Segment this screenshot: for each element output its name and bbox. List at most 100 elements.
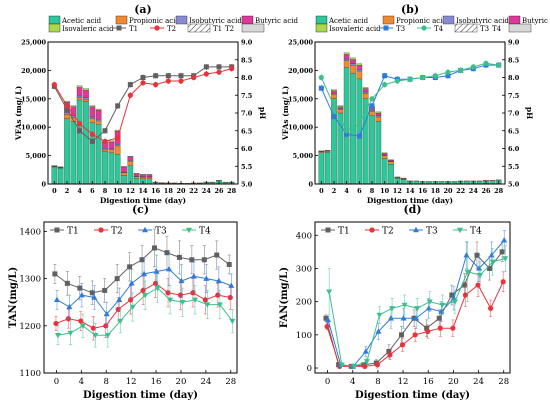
data-point-T3 bbox=[463, 251, 470, 258]
legend-swatch-isobutyric bbox=[175, 15, 188, 25]
bar-isobutyric bbox=[343, 58, 350, 61]
data-point-T3 bbox=[190, 273, 197, 279]
panel-label: (b) bbox=[401, 3, 419, 16]
legend-label: T2 bbox=[225, 25, 234, 33]
data-point-T3 bbox=[501, 237, 508, 243]
x-tick-label: 18 bbox=[164, 187, 174, 195]
data-point-T4 bbox=[55, 333, 62, 339]
bar-propionic bbox=[426, 181, 432, 183]
data-point-T3 bbox=[53, 296, 60, 303]
bar-acetic bbox=[102, 150, 108, 185]
data-point-T1 bbox=[461, 282, 467, 288]
bar-butyric bbox=[381, 153, 388, 156]
data-point-T1 bbox=[436, 315, 442, 321]
bar-isobutyric bbox=[102, 148, 108, 150]
x-tick-label: 0 bbox=[325, 377, 330, 387]
ph-point-T2 bbox=[102, 138, 108, 144]
y2-axis-label: pH bbox=[258, 107, 267, 119]
x-tick-label: 8 bbox=[104, 377, 109, 387]
data-point-T3 bbox=[91, 294, 98, 300]
y-tick-label: 0 bbox=[41, 181, 46, 189]
legend-swatch-acetic bbox=[315, 15, 328, 25]
ph-point-T2 bbox=[216, 69, 222, 75]
panel-b: (b)0 2 4 6 8 10 12 14 16 18 20 22 24 26 2805,00010,000… bbox=[281, 3, 550, 205]
bar-isobutyric bbox=[362, 91, 369, 94]
legend-label: T4 bbox=[470, 227, 482, 237]
y-tick-label: 100 bbox=[296, 331, 312, 341]
bar-propionic bbox=[369, 111, 375, 116]
bar-acetic bbox=[324, 152, 331, 185]
bar-butyric bbox=[83, 90, 89, 98]
x-tick-label: 20 bbox=[448, 377, 459, 387]
data-point-T1 bbox=[449, 292, 455, 298]
y2-tick-label: 9.0 bbox=[241, 39, 253, 47]
x-tick-label: 4 bbox=[350, 377, 355, 387]
data-point-T4 bbox=[389, 306, 396, 312]
x-tick-label: 28 bbox=[498, 377, 509, 387]
data-point-T1 bbox=[89, 290, 95, 296]
data-point-T2 bbox=[90, 325, 96, 331]
data-point-T4 bbox=[129, 304, 136, 311]
ph-point-T4 bbox=[445, 69, 451, 75]
x-tick-label: 16 bbox=[418, 187, 428, 195]
data-point-T2 bbox=[115, 306, 121, 312]
x-tick-label: 4 bbox=[77, 187, 82, 195]
y2-tick-label: 8.0 bbox=[508, 74, 520, 82]
x-tick-label: 6 bbox=[90, 187, 95, 195]
x-tick-label: 12 bbox=[393, 187, 402, 195]
plot-frame bbox=[47, 41, 239, 185]
bar-propionic bbox=[413, 180, 420, 182]
ph-point-T2 bbox=[165, 78, 171, 84]
legend-marker-T2 bbox=[154, 25, 160, 31]
ph-point-T2 bbox=[153, 82, 159, 88]
ph-point-T2 bbox=[140, 80, 146, 86]
x-tick-label: 8 bbox=[103, 187, 108, 195]
ph-point-T1 bbox=[102, 128, 108, 134]
legend-marker-T1 bbox=[54, 227, 60, 233]
data-point-T4 bbox=[363, 359, 370, 365]
bar-acetic bbox=[337, 112, 344, 185]
bar-isovaleric bbox=[381, 152, 388, 154]
bar-butyric bbox=[337, 106, 344, 109]
ph-point-T1 bbox=[216, 64, 222, 70]
legend-swatch-butyric bbox=[241, 15, 254, 25]
data-point-T2 bbox=[140, 287, 146, 294]
bar-propionic bbox=[171, 182, 178, 184]
bar-butyric bbox=[350, 59, 356, 64]
bar-isovaleric bbox=[140, 174, 146, 176]
legend-marker-T3 bbox=[142, 226, 148, 233]
bar-propionic bbox=[476, 180, 483, 182]
x-tick-label: 24 bbox=[473, 377, 484, 387]
data-point-T4 bbox=[351, 364, 358, 370]
bar-isovaleric bbox=[350, 57, 356, 60]
legend-hatch-box bbox=[454, 23, 478, 33]
bar-isobutyric bbox=[95, 119, 102, 122]
x-tick-label: 20 bbox=[176, 377, 187, 387]
y-tick-label: 20,000 bbox=[288, 67, 313, 75]
x-tick-label: 28 bbox=[494, 187, 504, 195]
bar-isobutyric bbox=[114, 144, 121, 147]
legend-marker-T1 bbox=[325, 227, 331, 233]
legend: Acetic acid Propionic acid Isobutyric acid… bbox=[315, 15, 550, 33]
bar-propionic bbox=[89, 118, 96, 123]
bar-isovaleric bbox=[375, 111, 382, 114]
data-point-T4 bbox=[464, 269, 471, 275]
x-tick-label: 10 bbox=[113, 187, 123, 195]
ph-point-T4 bbox=[382, 82, 388, 88]
y-tick-label: 10,000 bbox=[288, 124, 313, 132]
y-tick-label: 0 bbox=[308, 181, 313, 189]
panel-d: (d) 0 4 8 12 16 20 24 28 0 100 200 300 400 Digestion t… bbox=[279, 203, 511, 401]
series-line-T2 bbox=[326, 281, 504, 367]
bar-propionic bbox=[108, 149, 115, 153]
bar-isovaleric bbox=[133, 173, 140, 174]
y-tick-label: 1100 bbox=[19, 369, 41, 379]
ph-point-T4 bbox=[344, 128, 350, 134]
data-point-T4 bbox=[426, 299, 433, 305]
ph-point-T1 bbox=[165, 73, 171, 79]
data-point-T3 bbox=[325, 316, 332, 323]
legend-swatch-isovaleric bbox=[48, 23, 61, 33]
y-tick-label: 1200 bbox=[19, 322, 41, 332]
legend-label: Isobutyric acid bbox=[189, 17, 242, 25]
x-tick-label: 24 bbox=[200, 377, 211, 387]
bar-isovaleric bbox=[83, 88, 89, 91]
